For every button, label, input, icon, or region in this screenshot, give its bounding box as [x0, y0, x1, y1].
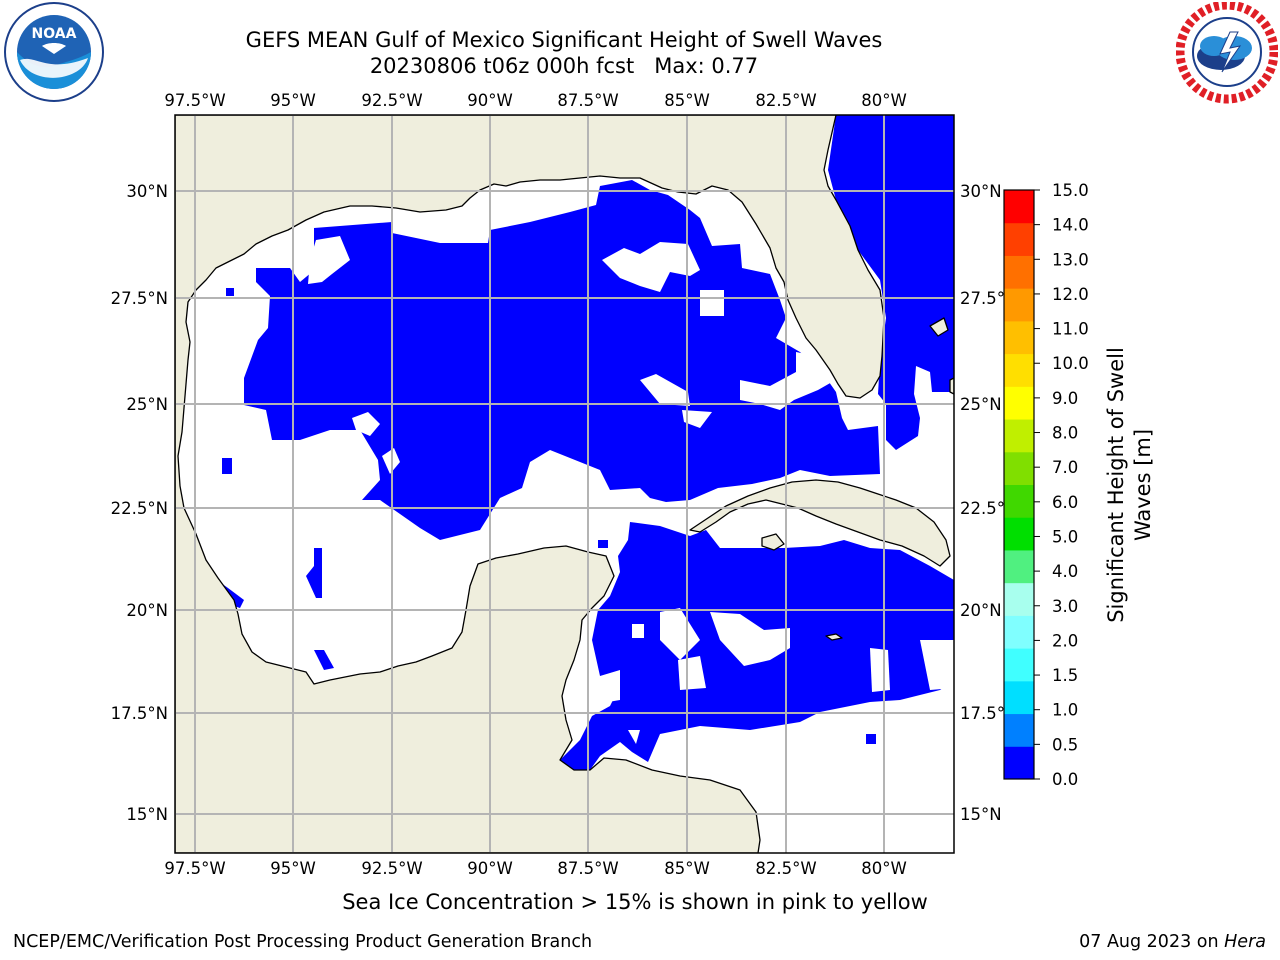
- lon-ticks-top: 97.5°W 95°W 92.5°W 90°W 87.5°W 85°W 82.5…: [164, 91, 906, 110]
- colorbar-segment: [1004, 451, 1034, 485]
- colorbar-tick-label: 0.5: [1052, 735, 1078, 754]
- lon-tick-label: 92.5°W: [361, 859, 422, 878]
- lon-tick-label: 90°W: [467, 859, 513, 878]
- lon-tick-label: 97.5°W: [164, 91, 225, 110]
- noaa-logo: NOAA: [4, 2, 104, 102]
- colorbar-label-line1: Significant Height of Swell: [1104, 347, 1128, 623]
- colorbar-tick-label: 4.0: [1052, 562, 1078, 581]
- colorbar-tick-label: 12.0: [1052, 285, 1089, 304]
- colorbar-tick-label: 8.0: [1052, 424, 1078, 443]
- colorbar: 0.0 0.5 1.0 1.5 2.0 3.0 4.0 5.0 6.0 7.0 8.0 9.0 10.0…: [1003, 181, 1089, 789]
- colorbar-tick-label: 0.0: [1052, 770, 1078, 789]
- lon-tick-label: 95°W: [270, 859, 316, 878]
- lat-ticks-left: 30°N 27.5°N 25°N 22.5°N 20°N 17.5°N 15°N: [111, 182, 168, 824]
- colorbar-segment: [1004, 615, 1034, 649]
- lat-tick-label: 17.5°N: [111, 704, 168, 723]
- colorbar-segment: [1004, 582, 1034, 616]
- lon-tick-label: 85°W: [664, 859, 710, 878]
- lon-tick-label: 85°W: [664, 91, 710, 110]
- colorbar-segment: [1004, 288, 1034, 322]
- colorbar-tick-label: 9.0: [1052, 389, 1078, 408]
- colorbar-tick-label: 6.0: [1052, 493, 1078, 512]
- map-frame: [174, 114, 955, 854]
- lon-tick-label: 80°W: [861, 859, 907, 878]
- colorbar-segment: [1004, 484, 1034, 518]
- colorbar-tick-label: 3.0: [1052, 597, 1078, 616]
- colorbar-segment: [1004, 353, 1034, 387]
- colorbar-segment: [1004, 419, 1034, 453]
- colorbar-segment: [1004, 222, 1034, 256]
- lat-tick-label: 20°N: [960, 601, 1002, 620]
- chart-title: GEFS MEAN Gulf of Mexico Significant Hei…: [245, 28, 883, 52]
- colorbar-tick-label: 1.0: [1052, 701, 1078, 720]
- lat-tick-label: 22.5°N: [111, 499, 168, 518]
- footer-date-text: 07 Aug 2023 on: [1079, 932, 1225, 952]
- colorbar-segment: [1004, 713, 1034, 747]
- colorbar-segment: [1004, 320, 1034, 355]
- lon-tick-label: 82.5°W: [755, 91, 816, 110]
- colorbar-tick-label: 14.0: [1052, 216, 1089, 235]
- colorbar-segment: [1004, 549, 1034, 584]
- lat-tick-label: 20°N: [126, 601, 168, 620]
- lat-tick-label: 27.5°N: [960, 289, 1017, 308]
- lat-tick-label: 30°N: [960, 182, 1002, 201]
- colorbar-segment: [1004, 255, 1034, 289]
- colorbar-segment: [1004, 386, 1034, 420]
- lat-ticks-right: 30°N 27.5°N 25°N 22.5°N 20°N 17.5°N 15°N: [960, 182, 1017, 824]
- chart-subtitle: 20230806 t06z 000h fcst Max: 0.77: [369, 54, 759, 78]
- colorbar-segment: [1004, 648, 1034, 682]
- lon-tick-label: 87.5°W: [557, 859, 618, 878]
- colorbar-tick-label: 7.0: [1052, 458, 1078, 477]
- colorbar-label-line2: Waves [m]: [1131, 429, 1155, 541]
- swell-field-gaps: [308, 236, 954, 744]
- map-area: [175, 115, 954, 853]
- lat-tick-label: 25°N: [126, 395, 168, 414]
- lon-tick-label: 82.5°W: [755, 859, 816, 878]
- lon-tick-label: 95°W: [270, 91, 316, 110]
- nws-logo: [1176, 2, 1278, 104]
- lon-tick-label: 97.5°W: [164, 859, 225, 878]
- colorbar-tick-label: 15.0: [1052, 181, 1089, 200]
- lon-tick-label: 80°W: [861, 91, 907, 110]
- lon-ticks-bottom: 97.5°W 95°W 92.5°W 90°W 87.5°W 85°W 82.5…: [164, 859, 906, 878]
- lat-tick-label: 15°N: [960, 805, 1002, 824]
- colorbar-segment: [1004, 680, 1034, 715]
- colorbar-tick-label: 5.0: [1052, 527, 1078, 546]
- colorbar-segment: [1004, 746, 1034, 780]
- lat-tick-label: 25°N: [960, 395, 1002, 414]
- colorbar-tick-label: 2.0: [1052, 631, 1078, 650]
- colorbar-tick-label: 11.0: [1052, 320, 1089, 339]
- lat-tick-label: 27.5°N: [111, 289, 168, 308]
- footer-date: 07 Aug 2023 on Hera: [1079, 932, 1266, 952]
- svg-text:NOAA: NOAA: [32, 26, 77, 42]
- sea-ice-note: Sea Ice Concentration > 15% is shown in …: [342, 890, 928, 914]
- footer-machine: Hera: [1224, 932, 1266, 952]
- footer-credit: NCEP/EMC/Verification Post Processing Pr…: [13, 932, 593, 952]
- lat-tick-label: 17.5°N: [960, 704, 1017, 723]
- colorbar-segment: [1004, 190, 1034, 224]
- lon-tick-label: 92.5°W: [361, 91, 422, 110]
- gridlines: [175, 115, 954, 853]
- lat-tick-label: 22.5°N: [960, 499, 1017, 518]
- colorbar-tick-label: 13.0: [1052, 250, 1089, 269]
- colorbar-tick-label: 1.5: [1052, 666, 1078, 685]
- colorbar-tick-label: 10.0: [1052, 354, 1089, 373]
- lat-tick-label: 30°N: [126, 182, 168, 201]
- lat-tick-label: 15°N: [126, 805, 168, 824]
- colorbar-segment: [1004, 517, 1034, 551]
- colorbar-frame: [1003, 189, 1035, 780]
- lon-tick-label: 87.5°W: [557, 91, 618, 110]
- lon-tick-label: 90°W: [467, 91, 513, 110]
